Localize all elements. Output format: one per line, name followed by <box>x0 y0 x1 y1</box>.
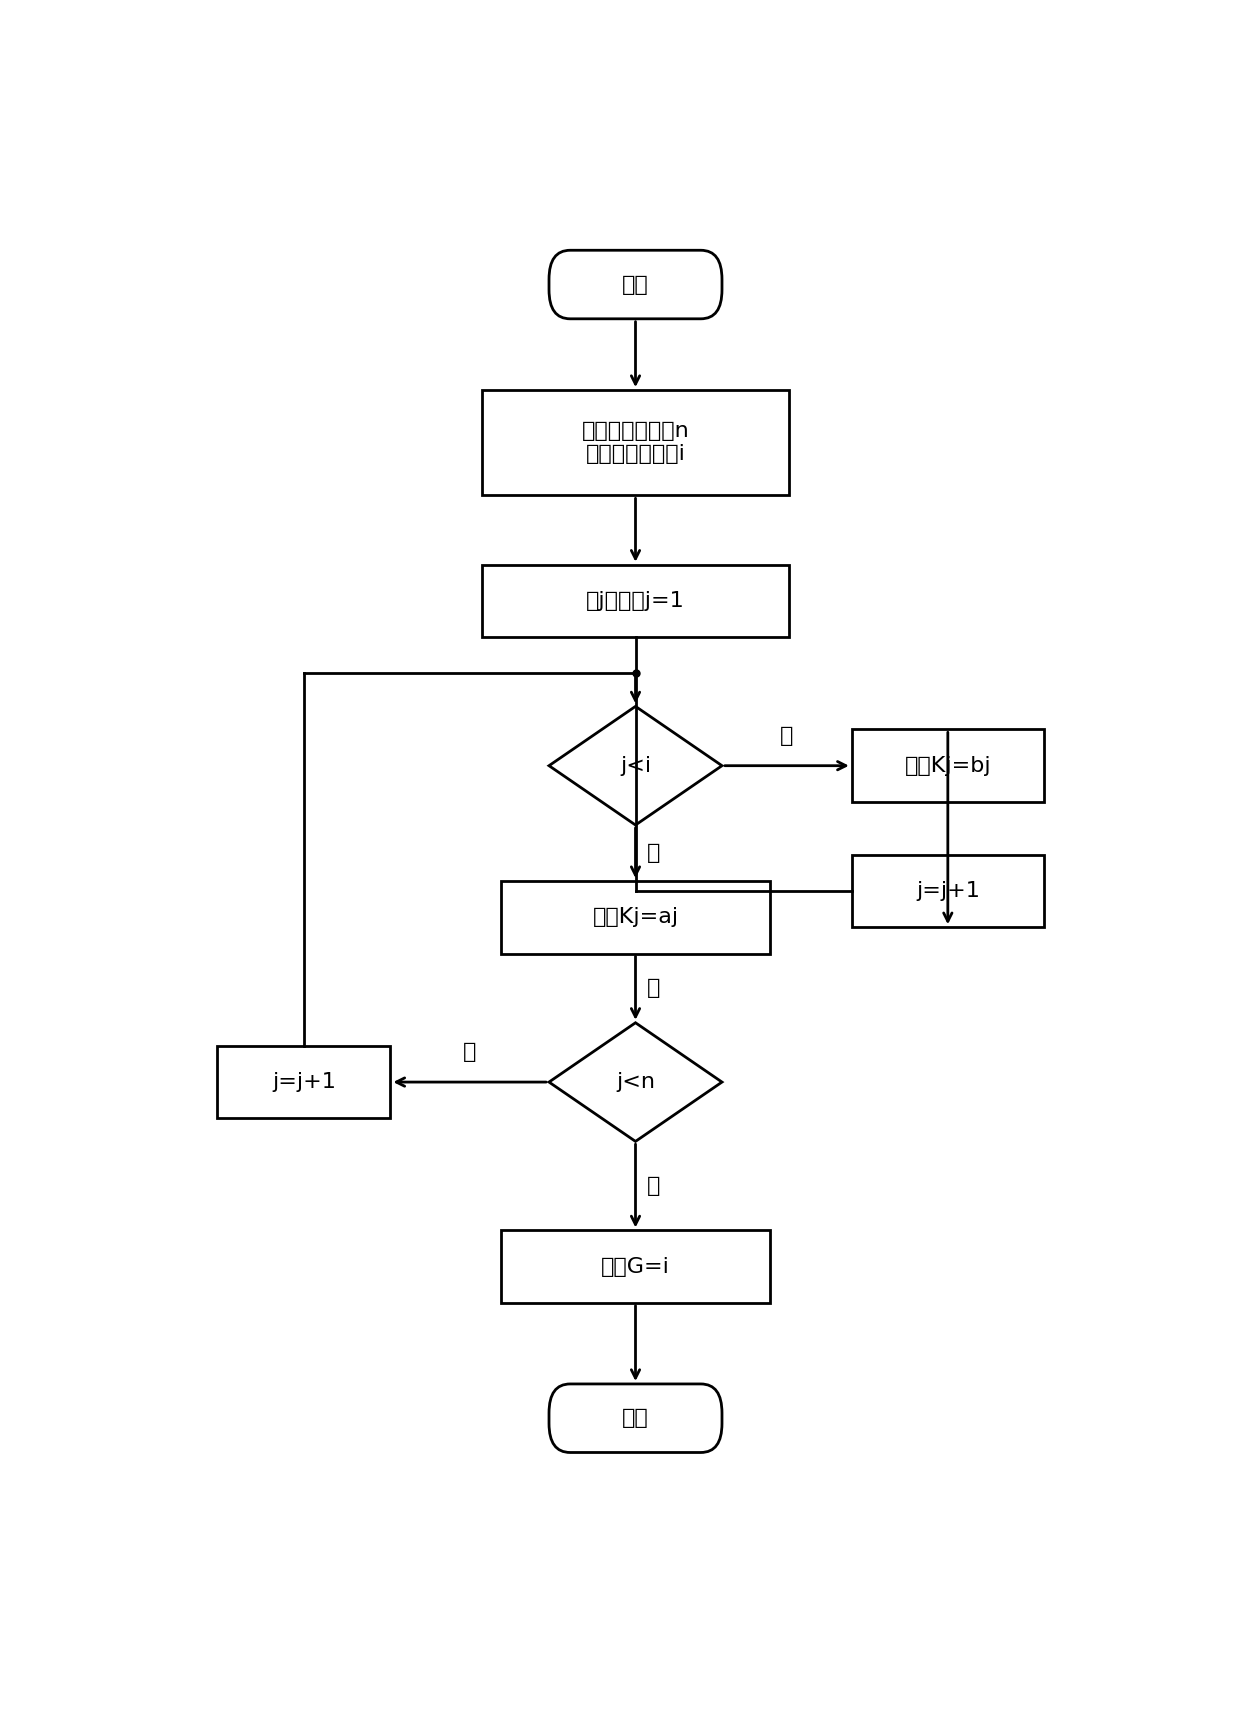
Bar <box>852 854 1044 928</box>
Text: 开关Kj=bj: 开关Kj=bj <box>904 755 991 776</box>
FancyBboxPatch shape <box>549 250 722 318</box>
Text: 是: 是 <box>463 1043 476 1061</box>
Text: 第j级电路j=1: 第j级电路j=1 <box>587 591 684 611</box>
Bar <box>481 390 789 495</box>
Bar <box>501 1231 770 1303</box>
Bar <box>481 565 789 637</box>
Text: 否: 否 <box>647 842 661 863</box>
Polygon shape <box>549 1022 722 1142</box>
Text: 开始: 开始 <box>622 274 649 294</box>
FancyBboxPatch shape <box>549 1383 722 1452</box>
Polygon shape <box>549 707 722 825</box>
Text: 是: 是 <box>780 726 794 746</box>
Text: j=j+1: j=j+1 <box>916 882 980 901</box>
Bar <box>217 1046 391 1118</box>
Text: 结束: 结束 <box>622 1409 649 1428</box>
Text: j<i: j<i <box>620 755 651 776</box>
Text: j<n: j<n <box>616 1072 655 1092</box>
Text: 否: 否 <box>647 1176 661 1197</box>
Text: 开关Kj=aj: 开关Kj=aj <box>593 907 678 928</box>
Text: 发生器最大级数n
发生器所需级数i: 发生器最大级数n 发生器所需级数i <box>582 421 689 464</box>
Bar <box>852 729 1044 801</box>
Text: 触点G=i: 触点G=i <box>601 1257 670 1277</box>
Text: j=j+1: j=j+1 <box>272 1072 336 1092</box>
Bar <box>501 882 770 954</box>
Text: 否: 否 <box>647 978 661 998</box>
